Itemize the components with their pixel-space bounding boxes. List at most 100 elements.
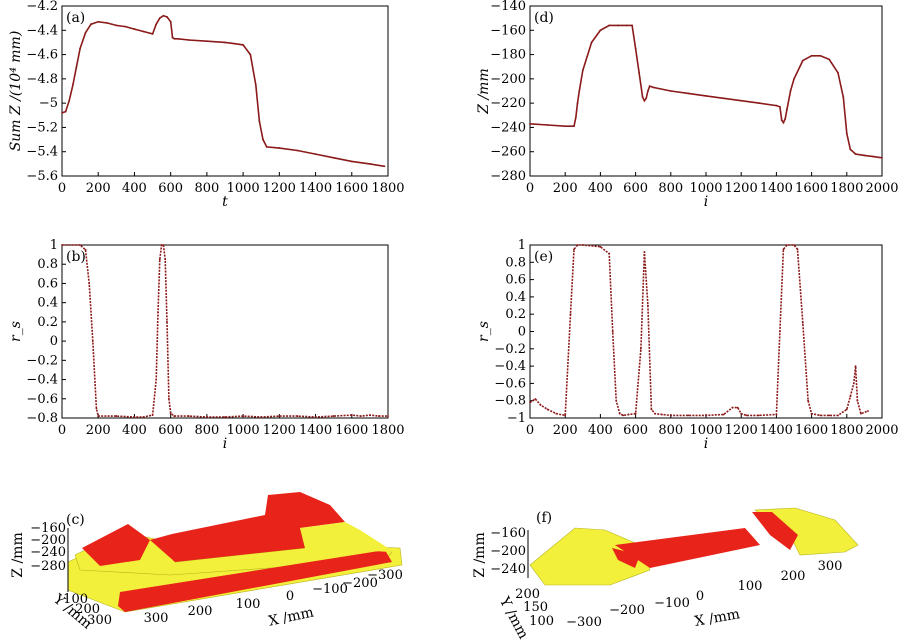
data-point [529, 122, 531, 125]
data-point [296, 415, 299, 417]
panel-label: (e) [534, 249, 553, 265]
data-point [115, 24, 118, 27]
y-tick-label: 200 [515, 587, 540, 602]
data-point [881, 156, 883, 159]
data-point [801, 321, 804, 324]
series-line-a [61, 14, 385, 168]
x-tick-label: 0 [696, 589, 704, 604]
y-tick-label: 1 [50, 238, 58, 253]
z-tick-label: −240 [30, 545, 66, 560]
y-tick-label: −5.6 [26, 169, 58, 184]
data-point [608, 252, 611, 255]
data-point [151, 414, 154, 417]
x-tick-label: 400 [588, 423, 613, 438]
data-point [661, 413, 663, 416]
data-point [278, 147, 281, 149]
y-tick-label: −0.6 [26, 392, 58, 407]
x-tick-label: 800 [658, 423, 683, 438]
series-line-b [62, 244, 388, 418]
data-point [615, 399, 618, 402]
data-point [599, 29, 602, 32]
x-tick-label: 0 [58, 181, 66, 196]
data-point [796, 248, 799, 251]
x-tick-label: 1600 [795, 423, 828, 438]
data-point [265, 145, 268, 148]
data-point [254, 84, 257, 86]
y-tick-label: −180 [490, 48, 526, 63]
data-point [837, 71, 839, 74]
panel-label: (f) [536, 510, 552, 526]
data-point [205, 40, 208, 43]
data-point [722, 413, 725, 416]
data-point [863, 154, 866, 157]
z-axis-label: Z /mm [472, 532, 488, 577]
data-point [162, 244, 165, 246]
x-tick-label: 800 [194, 181, 219, 196]
data-point [142, 30, 145, 33]
x-axis-label: X /mm [267, 605, 315, 630]
data-point [810, 54, 813, 57]
data-point [539, 404, 542, 406]
y-axis-label: Sum Z /(10⁴ mm) [8, 31, 24, 152]
data-point [687, 414, 690, 417]
x-tick-label: 1400 [760, 423, 793, 438]
data-point [224, 416, 226, 418]
y-tick-label: −0.8 [494, 394, 526, 409]
data-point [157, 311, 159, 314]
data-point [845, 132, 848, 135]
x-tick-label: 400 [122, 181, 147, 196]
data-point [383, 165, 386, 168]
y-tick-label: −160 [490, 23, 526, 38]
data-point [859, 412, 862, 415]
x-tick-label: 600 [623, 181, 648, 196]
data-point [173, 37, 176, 40]
data-point [262, 138, 264, 141]
y-tick-label: 300 [87, 613, 112, 628]
data-point [789, 90, 792, 92]
x-tick-label: 1200 [263, 181, 296, 196]
data-point [242, 415, 245, 417]
data-point [160, 244, 163, 246]
x-tick-label: 1200 [263, 423, 296, 438]
data-point [641, 96, 644, 98]
y-tick-label: −260 [490, 145, 526, 160]
data-point [187, 39, 190, 41]
y-tick-label: −4.8 [26, 72, 58, 87]
data-point [645, 97, 648, 100]
data-point [314, 153, 317, 156]
x-axis-label: i [223, 436, 227, 452]
data-point [546, 124, 549, 126]
data-point [350, 414, 353, 417]
data-point [155, 23, 158, 26]
data-point [872, 155, 875, 158]
x-tick-label: 300 [818, 559, 843, 574]
x-tick-label: −200 [342, 576, 378, 591]
z-tick-label: −200 [490, 544, 526, 559]
y-tick-label: −5 [39, 96, 58, 111]
z-tick-label: −200 [30, 533, 66, 548]
data-point [79, 244, 82, 246]
x-tick-label: 200 [86, 423, 111, 438]
data-point [650, 408, 653, 411]
x-tick-label: 800 [658, 181, 683, 196]
x-tick-label: 100 [738, 579, 763, 594]
x-tick-label: 0 [526, 181, 534, 196]
data-point [164, 258, 167, 261]
panel-label: (a) [66, 10, 85, 26]
x-tick-label: 1400 [760, 181, 793, 196]
data-point [88, 282, 91, 285]
data-point [622, 414, 625, 417]
data-point [740, 99, 743, 102]
surface-right-slope [300, 522, 392, 552]
surface-right-band [752, 512, 798, 550]
x-tick-label: 2000 [865, 423, 898, 438]
y-tick-label: −5.4 [26, 145, 58, 160]
data-point [745, 414, 748, 417]
data-point [249, 53, 252, 56]
data-point [61, 244, 63, 246]
data-point [573, 125, 575, 128]
data-point [573, 248, 575, 251]
y-tick-label: −4.4 [26, 23, 58, 38]
data-point [705, 94, 707, 97]
